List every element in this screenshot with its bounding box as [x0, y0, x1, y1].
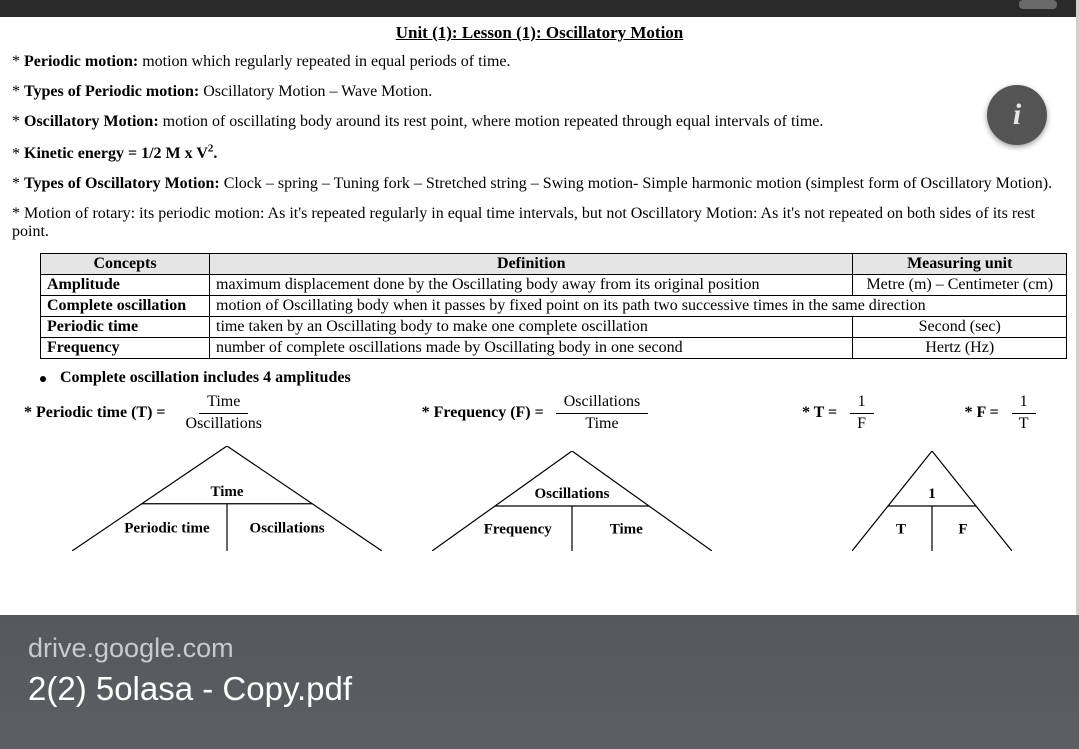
fraction-denominator: T: [1011, 414, 1037, 433]
cell-concept: Frequency: [41, 338, 210, 359]
cell-unit: Hertz (Hz): [853, 338, 1067, 359]
pyramid: Oscillations Frequency Time: [432, 451, 712, 551]
cell-unit: Second (sec): [853, 317, 1067, 338]
formula-f: * F = 1T: [964, 393, 1067, 433]
bullet-line: * Types of Periodic motion: Oscillatory …: [12, 83, 1067, 101]
table-header-unit: Measuring unit: [853, 254, 1067, 275]
document-page: i Unit (1): Lesson (1): Oscillatory Moti…: [0, 17, 1079, 551]
source-url: drive.google.com: [28, 633, 1051, 664]
pyramid-bottom-right-label: Oscillations: [250, 520, 325, 536]
note-text: Complete oscillation includes 4 amplitud…: [60, 369, 351, 386]
bullet-text: motion which regularly repeated in equal…: [138, 53, 510, 70]
fraction: 1T: [1011, 393, 1037, 433]
concepts-table: Concepts Definition Measuring unit Ampli…: [40, 253, 1067, 359]
top-toolbar: [0, 0, 1079, 17]
bullet-dot-icon: [40, 376, 46, 382]
pyramid-svg: Oscillations Frequency Time: [432, 451, 712, 551]
fraction-numerator: Oscillations: [556, 393, 648, 413]
pyramid: 1 T F: [852, 451, 1012, 551]
fraction: TimeOscillations: [178, 393, 270, 433]
page-title: Unit (1): Lesson (1): Oscillatory Motion: [12, 23, 1067, 43]
fraction-numerator: 1: [1012, 393, 1036, 413]
formula-periodic-time: * Periodic time (T) = TimeOscillations: [24, 393, 332, 433]
formula-row: * Periodic time (T) =TimeOscillations * …: [12, 393, 1067, 433]
pyramid-bottom-right-label: Time: [610, 522, 643, 538]
pyramid: Time Periodic time Oscillations: [72, 446, 382, 551]
viewer-bottom-bar: drive.google.com 2(2) 5olasa - Copy.pdf: [0, 615, 1079, 749]
cell-definition: motion of Oscillating body when it passe…: [210, 296, 1067, 317]
pyramid-top-label: 1: [928, 486, 936, 502]
pyramid-svg: 1 T F: [852, 451, 1012, 551]
pyramid-bottom-left-label: T: [896, 522, 906, 538]
cell-concept: Complete oscillation: [41, 296, 210, 317]
formula-label: * F =: [964, 404, 998, 422]
pyramid-bottom-left-label: Frequency: [484, 522, 553, 538]
bullet-text: motion of oscillating body around its re…: [159, 113, 824, 130]
table-header-definition: Definition: [210, 254, 853, 275]
bullet-line: * Oscillatory Motion: motion of oscillat…: [12, 113, 1067, 131]
bullet-line: * Kinetic energy = 1/2 M x V2.: [12, 143, 1067, 163]
fraction-denominator: Oscillations: [178, 414, 270, 433]
info-icon: i: [1013, 98, 1021, 132]
horizontal-scroll-thumb[interactable]: [1019, 0, 1057, 9]
cell-definition: time taken by an Oscillating body to mak…: [210, 317, 853, 338]
pyramid-svg: Time Periodic time Oscillations: [72, 446, 382, 551]
fraction: OscillationsTime: [556, 393, 648, 433]
cell-definition: maximum displacement done by the Oscilla…: [210, 275, 853, 296]
file-name: 2(2) 5olasa - Copy.pdf: [28, 670, 1051, 708]
pyramid-bottom-left-label: Periodic time: [124, 520, 210, 536]
cell-definition: number of complete oscillations made by …: [210, 338, 853, 359]
pyramid-top-label: Oscillations: [534, 486, 609, 502]
bullet-label: Periodic motion:: [24, 53, 138, 70]
bullet-line: * Types of Oscillatory Motion: Clock – s…: [12, 175, 1067, 193]
bullet-text: Clock – spring – Tuning fork – Stretched…: [220, 175, 1052, 192]
bullet-line: * Periodic motion: motion which regularl…: [12, 53, 1067, 71]
pyramid-bottom-right-label: F: [958, 522, 967, 538]
cell-unit: Metre (m) – Centimeter (cm): [853, 275, 1067, 296]
formula-frequency: * Frequency (F) = OscillationsTime: [422, 393, 692, 433]
fraction-numerator: 1: [850, 393, 874, 413]
table-row: Complete oscillationmotion of Oscillatin…: [41, 296, 1067, 317]
cell-concept: Periodic time: [41, 317, 210, 338]
formula-label: * Periodic time (T) =: [24, 404, 166, 422]
bullet-label: Kinetic energy = 1/2 M x V2.: [24, 145, 217, 162]
pyramid-diagrams: TimePeriodic timeOscillationsOscillation…: [12, 441, 1067, 551]
bullet-label: Oscillatory Motion:: [24, 113, 159, 130]
table-row: Amplitudemaximum displacement done by th…: [41, 275, 1067, 296]
bullet-label: Types of Oscillatory Motion:: [24, 175, 220, 192]
formula-t: * T = 1F: [802, 393, 905, 433]
bullet-text: Oscillatory Motion – Wave Motion.: [199, 83, 432, 100]
bullet-text: Motion of rotary: its periodic motion: A…: [12, 205, 1035, 240]
fraction-denominator: Time: [577, 414, 626, 433]
table-row: Periodic timetime taken by an Oscillatin…: [41, 317, 1067, 338]
bullet-line: * Motion of rotary: its periodic motion:…: [12, 205, 1067, 241]
formula-label: * Frequency (F) =: [422, 404, 544, 422]
info-button[interactable]: i: [987, 85, 1047, 145]
fraction-denominator: F: [849, 414, 874, 433]
table-header-concepts: Concepts: [41, 254, 210, 275]
formula-label: * T =: [802, 404, 837, 422]
note-line: Complete oscillation includes 4 amplitud…: [40, 369, 1067, 387]
fraction-numerator: Time: [199, 393, 248, 413]
pyramid-top-label: Time: [210, 484, 243, 500]
table-row: Frequencynumber of complete oscillations…: [41, 338, 1067, 359]
bullet-label: Types of Periodic motion:: [24, 83, 199, 100]
cell-concept: Amplitude: [41, 275, 210, 296]
fraction: 1F: [849, 393, 874, 433]
